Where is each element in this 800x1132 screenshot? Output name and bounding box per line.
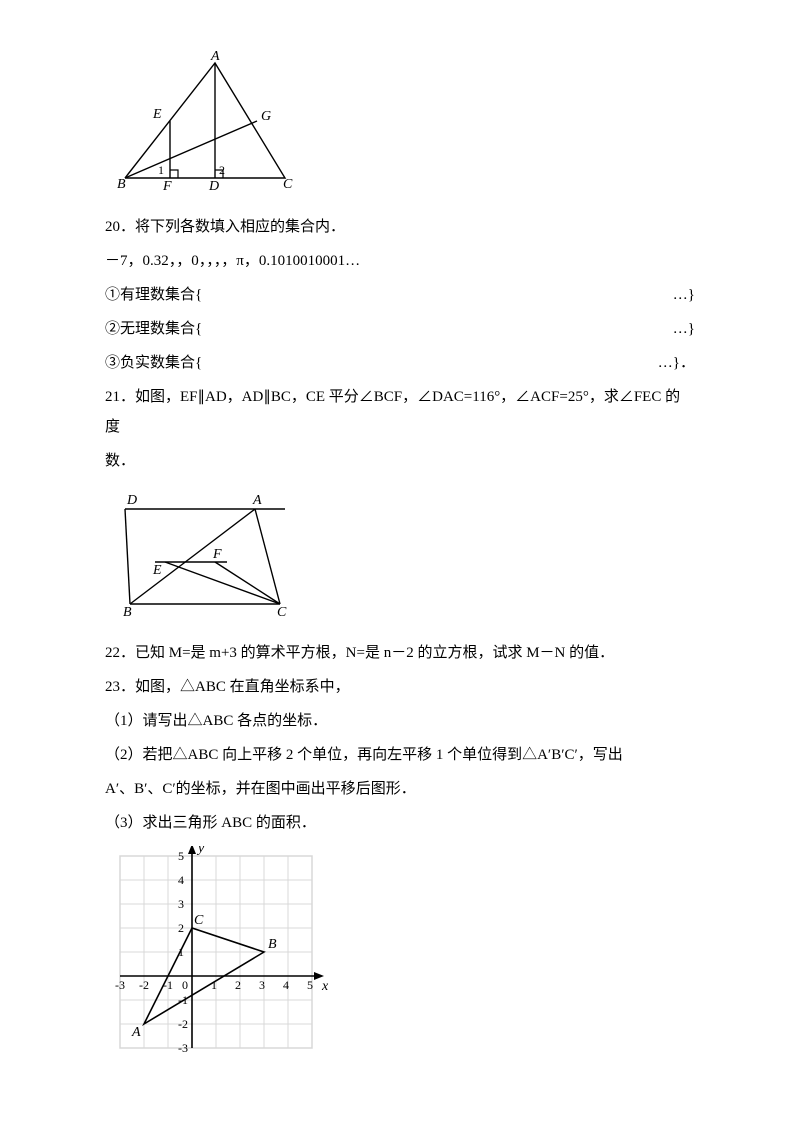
svg-text:3: 3: [259, 978, 265, 992]
q20-row-1-label: ①有理数集合{: [105, 280, 202, 310]
fig1-angle-1: 1: [158, 163, 164, 177]
q23-p2b: A′、B′、C′的坐标，并在图中画出平移后图形．: [105, 774, 695, 804]
fig2-label-E: E: [152, 563, 162, 578]
figure-q19: A B C D F E G 1 2: [105, 48, 695, 204]
svg-text:-3: -3: [115, 978, 125, 992]
svg-text:2: 2: [178, 921, 184, 935]
figure-q23: -3-2-1012345-3-2-112345xyABC: [105, 846, 695, 1082]
q20-row-1-end: …}: [673, 280, 695, 310]
figure-q19-svg: A B C D F E G 1 2: [105, 48, 305, 193]
q20-stem: 20．将下列各数填入相应的集合内．: [105, 212, 695, 242]
q23-p2: （2）若把△ABC 向上平移 2 个单位，再向左平移 1 个单位得到△A′B′C…: [105, 740, 695, 770]
svg-text:4: 4: [283, 978, 289, 992]
svg-text:-3: -3: [178, 1041, 188, 1055]
fig2-label-F: F: [212, 547, 222, 562]
figure-q21: D A B C E F: [105, 484, 695, 630]
fig1-label-A: A: [210, 49, 220, 64]
q20-row-1: ①有理数集合{ …}: [105, 280, 695, 310]
fig2-label-B: B: [123, 605, 132, 619]
svg-text:4: 4: [178, 873, 184, 887]
q20-row-3: ③负实数集合{ …}．: [105, 348, 695, 378]
svg-text:x: x: [321, 979, 329, 994]
fig1-label-C: C: [283, 177, 293, 192]
fig1-label-E: E: [152, 107, 162, 122]
svg-text:5: 5: [307, 978, 313, 992]
svg-text:-2: -2: [178, 1017, 188, 1031]
q21-stem-2: 数．: [105, 446, 695, 476]
svg-text:y: y: [196, 846, 205, 856]
svg-text:2: 2: [235, 978, 241, 992]
q20-row-2-end: …}: [673, 314, 695, 344]
q23-p3: （3）求出三角形 ABC 的面积．: [105, 808, 695, 838]
q20-list: －7，0.32，，0，，，，π，0.1010010001…: [105, 246, 695, 276]
q23-p1: （1）请写出△ABC 各点的坐标．: [105, 706, 695, 736]
fig1-label-D: D: [208, 179, 219, 193]
svg-text:-1: -1: [163, 978, 173, 992]
svg-text:B: B: [268, 937, 277, 952]
svg-text:5: 5: [178, 849, 184, 863]
q21-stem-1: 21．如图，EF∥AD，AD∥BC，CE 平分∠BCF，∠DAC=116°，∠A…: [105, 382, 695, 442]
q20-row-3-end: …}．: [658, 348, 695, 378]
fig2-label-D: D: [126, 493, 137, 508]
q20-row-3-label: ③负实数集合{: [105, 348, 202, 378]
q23-stem: 23．如图，△ABC 在直角坐标系中，: [105, 672, 695, 702]
fig2-label-A: A: [252, 493, 262, 508]
fig1-angle-2: 2: [219, 163, 225, 177]
fig1-label-G: G: [261, 109, 271, 124]
svg-text:0: 0: [182, 978, 188, 992]
fig1-label-B: B: [117, 177, 126, 192]
q20-row-2: ②无理数集合{ …}: [105, 314, 695, 344]
svg-text:3: 3: [178, 897, 184, 911]
figure-q21-svg: D A B C E F: [105, 484, 305, 619]
svg-text:-2: -2: [139, 978, 149, 992]
fig2-label-C: C: [277, 605, 287, 619]
fig1-label-F: F: [162, 179, 172, 193]
svg-text:C: C: [194, 913, 204, 928]
q20-row-2-label: ②无理数集合{: [105, 314, 202, 344]
figure-q23-svg: -3-2-1012345-3-2-112345xyABC: [105, 846, 340, 1071]
svg-text:A: A: [131, 1025, 141, 1040]
q22-stem: 22．已知 M=是 m+3 的算术平方根，N=是 n－2 的立方根，试求 M－N…: [105, 638, 695, 668]
